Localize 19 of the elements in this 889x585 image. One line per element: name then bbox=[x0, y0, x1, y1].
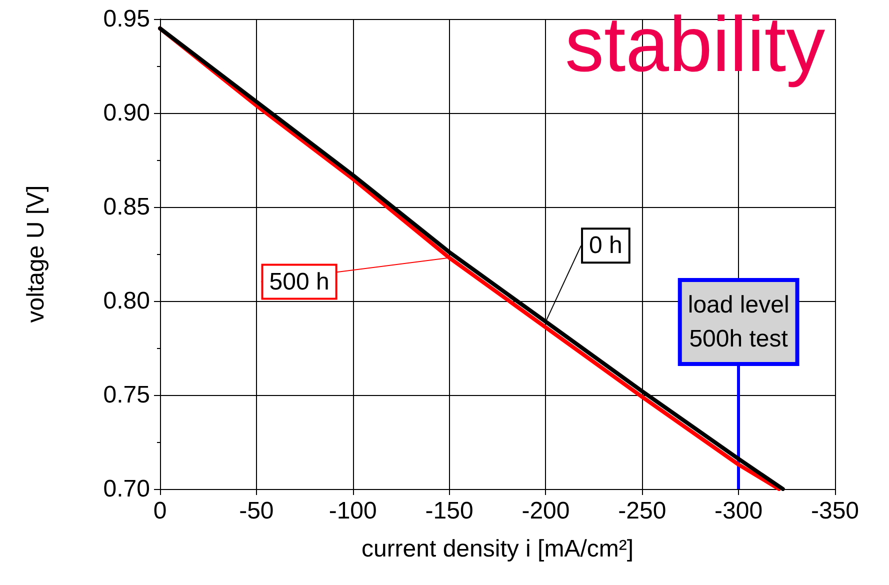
y-tick-label: 0.70 bbox=[103, 476, 150, 502]
text: 500 h bbox=[269, 268, 330, 296]
x-tick-label: -350 bbox=[810, 498, 860, 524]
x-tick-label: -50 bbox=[239, 498, 274, 524]
x-tick-label: -300 bbox=[714, 498, 763, 524]
y-tick-label: 0.85 bbox=[103, 194, 150, 220]
y-tick-label: 0.80 bbox=[103, 288, 150, 314]
y-axis-title: voltage U [V] bbox=[22, 185, 50, 323]
y-tick-label: 0.95 bbox=[103, 6, 150, 32]
x-tick-label: -250 bbox=[618, 498, 666, 524]
y-tick-label: 0.75 bbox=[103, 382, 150, 408]
x-tick-label: -150 bbox=[425, 498, 474, 524]
ref-line-label: load level 500h test bbox=[688, 292, 790, 352]
y-tick-label: 0.90 bbox=[103, 100, 150, 126]
x-tick-label: 0 bbox=[153, 498, 167, 524]
text: 0 h bbox=[589, 232, 622, 260]
x-tick-label: -200 bbox=[522, 498, 570, 524]
x-axis-title: current density i [mA/cm²] bbox=[361, 536, 634, 562]
x-tick-label: -100 bbox=[328, 498, 377, 524]
